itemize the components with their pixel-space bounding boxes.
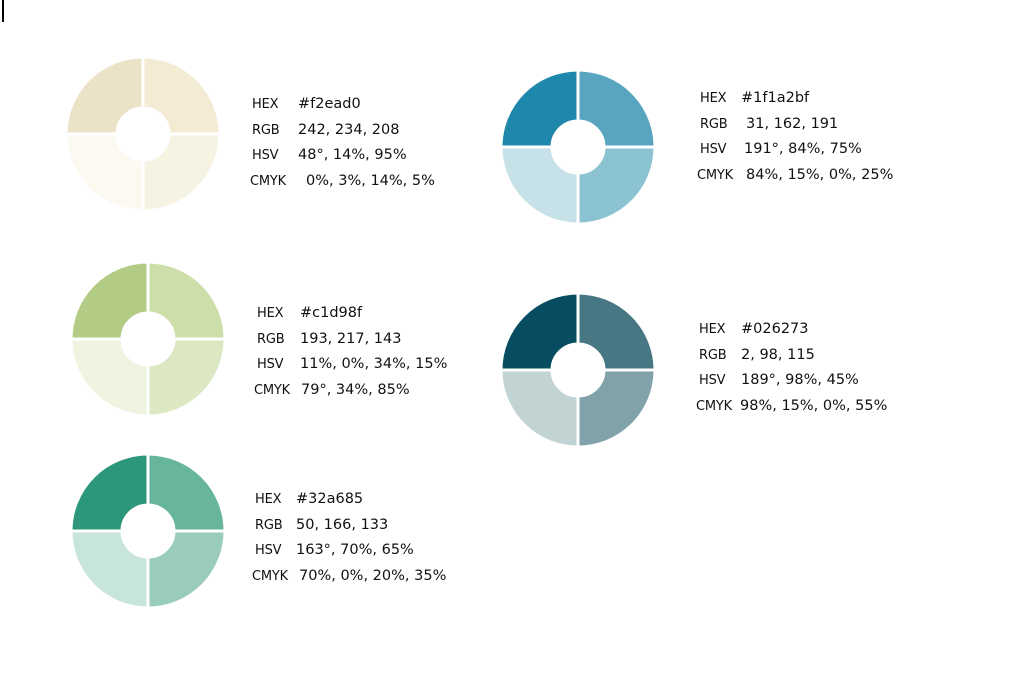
cmyk-row: CMYK 70%, 0%, 20%, 35%: [252, 564, 446, 590]
color-wheel-1fa2bf: [499, 68, 657, 226]
top-right-quadrant: [146, 260, 227, 341]
color-wheel-c1d98f: [69, 260, 227, 418]
hex-value: #1f1a2bf: [741, 90, 810, 106]
cmyk-value: 0%, 3%, 14%, 5%: [306, 173, 435, 190]
bottom-right-quadrant: [576, 145, 657, 226]
cmyk-value: 70%, 0%, 20%, 35%: [299, 568, 447, 585]
cmyk-value: 98%, 15%, 0%, 55%: [740, 398, 888, 415]
rgb-value: 242, 234, 208: [298, 121, 400, 138]
bottom-right-quadrant: [146, 337, 227, 418]
hex-label: HEX: [252, 97, 279, 112]
bottom-right-quadrant: [576, 368, 657, 449]
hex-value: #32a685: [296, 491, 364, 507]
hsv-label: HSV: [700, 142, 727, 158]
rgb-row: RGB 193, 217, 143: [257, 327, 447, 353]
hsv-label: HSV: [699, 373, 726, 389]
top-left-quadrant: [499, 291, 580, 372]
color-info-32a685: HEX #32a685 RGB 50, 166, 133 HSV 163°, 70%,…: [252, 487, 446, 590]
hex-row: HEX #32a685: [255, 487, 446, 513]
hex-row: HEX #1f1a2bf: [700, 86, 893, 112]
hsv-row: HSV 191°, 84%, 75%: [700, 137, 893, 163]
top-right-quadrant: [141, 55, 222, 136]
hsv-row: HSV 48°, 14%, 95%: [252, 143, 435, 169]
hsv-row: HSV 163°, 70%, 65%: [255, 538, 446, 564]
hex-label: HEX: [257, 306, 284, 321]
top-right-quadrant: [146, 452, 227, 533]
rgb-value: 2, 98, 115: [741, 346, 815, 363]
cmyk-label: CMYK: [696, 399, 732, 415]
cmyk-label: CMYK: [254, 383, 290, 399]
rgb-value: 31, 162, 191: [746, 115, 839, 132]
hex-value: #f2ead0: [298, 96, 361, 112]
cmyk-label: CMYK: [697, 168, 733, 184]
hex-value: #c1d98f: [300, 305, 363, 321]
rgb-row: RGB 31, 162, 191: [700, 112, 893, 138]
top-right-quadrant: [576, 291, 657, 372]
color-info-c1d98f: HEX #c1d98f RGB 193, 217, 143 HSV 11%, 0%, …: [254, 301, 447, 404]
bottom-right-quadrant: [141, 132, 222, 213]
cmyk-label: CMYK: [252, 569, 288, 585]
rgb-row: RGB 2, 98, 115: [699, 343, 887, 369]
hex-row: HEX #026273: [699, 317, 887, 343]
hsv-label: HSV: [255, 543, 282, 559]
hsv-label: HSV: [252, 148, 279, 164]
top-left-quadrant: [64, 55, 145, 136]
hex-row: HEX #f2ead0: [252, 92, 435, 118]
rgb-label: RGB: [255, 517, 283, 533]
top-left-quadrant: [69, 260, 150, 341]
hsv-value: 191°, 84%, 75%: [744, 141, 862, 158]
bottom-left-quadrant: [64, 132, 145, 213]
hex-label: HEX: [699, 322, 726, 337]
top-left-quadrant: [69, 452, 150, 533]
color-wheel-026273: [499, 291, 657, 449]
cmyk-label: CMYK: [250, 174, 286, 190]
color-wheel-32a685: [69, 452, 227, 610]
rgb-label: RGB: [700, 116, 728, 132]
hsv-label: HSV: [257, 357, 284, 373]
bottom-right-quadrant: [146, 529, 227, 610]
hsv-value: 189°, 98%, 45%: [741, 372, 859, 389]
rgb-value: 193, 217, 143: [300, 330, 402, 347]
top-right-quadrant: [576, 68, 657, 149]
rgb-label: RGB: [252, 122, 280, 138]
color-info-026273: HEX #026273 RGB 2, 98, 115 HSV 189°, 98%, 4…: [696, 317, 887, 420]
cmyk-row: CMYK 84%, 15%, 0%, 25%: [697, 163, 893, 189]
hsv-row: HSV 189°, 98%, 45%: [699, 368, 887, 394]
hsv-value: 48°, 14%, 95%: [298, 147, 407, 164]
rgb-row: RGB 242, 234, 208: [252, 118, 435, 144]
top-left-quadrant: [499, 68, 580, 149]
cmyk-row: CMYK 0%, 3%, 14%, 5%: [250, 169, 435, 195]
hsv-value: 11%, 0%, 34%, 15%: [300, 356, 448, 373]
rgb-label: RGB: [257, 331, 285, 347]
hex-label: HEX: [700, 91, 727, 106]
color-wheel-f2ead0: [64, 55, 222, 213]
text-cursor: [2, 0, 4, 22]
hsv-row: HSV 11%, 0%, 34%, 15%: [257, 352, 447, 378]
bottom-left-quadrant: [499, 368, 580, 449]
cmyk-row: CMYK 98%, 15%, 0%, 55%: [696, 394, 887, 420]
cmyk-value: 84%, 15%, 0%, 25%: [746, 167, 894, 184]
hex-value: #026273: [741, 321, 809, 337]
bottom-left-quadrant: [69, 337, 150, 418]
hex-row: HEX #c1d98f: [257, 301, 447, 327]
rgb-value: 50, 166, 133: [296, 516, 389, 533]
hsv-value: 163°, 70%, 65%: [296, 542, 414, 559]
bottom-left-quadrant: [499, 145, 580, 226]
rgb-row: RGB 50, 166, 133: [255, 513, 446, 539]
cmyk-value: 79°, 34%, 85%: [301, 382, 410, 399]
cmyk-row: CMYK 79°, 34%, 85%: [254, 378, 447, 404]
color-info-f2ead0: HEX #f2ead0 RGB 242, 234, 208 HSV 48°, 14%,…: [250, 92, 435, 195]
hex-label: HEX: [255, 492, 282, 507]
bottom-left-quadrant: [69, 529, 150, 610]
color-info-1fa2bf: HEX #1f1a2bf RGB 31, 162, 191 HSV 191°, 84%…: [697, 86, 893, 189]
rgb-label: RGB: [699, 347, 727, 363]
